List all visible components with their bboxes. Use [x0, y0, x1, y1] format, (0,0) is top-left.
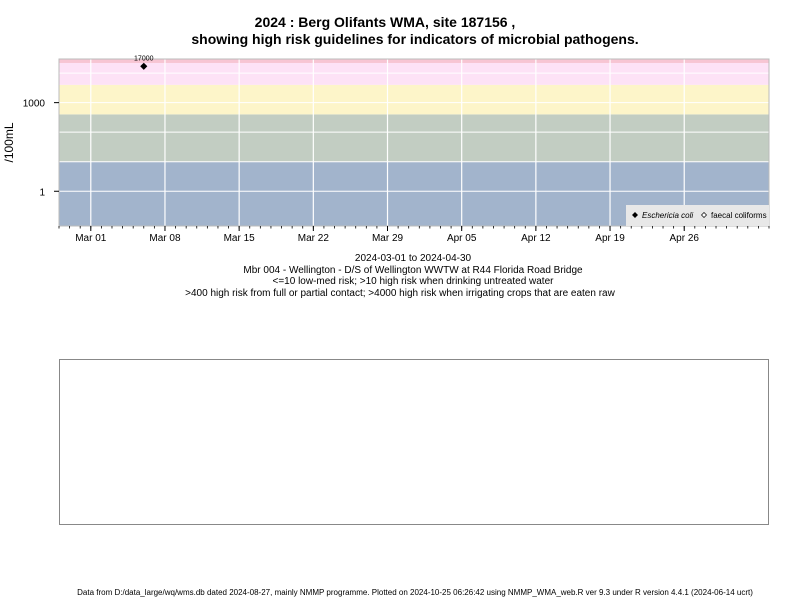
risk-band-5: [59, 59, 769, 63]
y-tick-label: 1000: [23, 99, 46, 110]
x-tick-label: Mar 15: [224, 233, 256, 244]
risk-caption-1: <=10 low-med risk; >10 high risk when dr…: [272, 276, 554, 287]
risk-band-4: [59, 62, 769, 85]
plot-frame: [58, 58, 770, 227]
x-tick-label: Mar 08: [149, 233, 181, 244]
x-tick-label: Mar 22: [298, 233, 330, 244]
station-caption: Mbr 004 - Wellington - D/S of Wellington…: [243, 264, 583, 276]
date-range-caption: 2024-03-01 to 2024-04-30: [354, 253, 472, 264]
chart-subtitle: showing high risk guidelines for indicat…: [191, 31, 639, 47]
risk-band-2: [59, 114, 769, 162]
empty-secondary-panel: [59, 359, 769, 525]
y-axis-label: /100mL: [2, 122, 16, 162]
legend-label-faecal-coliforms: faecal coliforms: [711, 211, 767, 220]
x-tick-label: Apr 05: [447, 233, 477, 244]
x-tick-label: Apr 19: [595, 233, 625, 244]
risk-caption-2: >400 high risk from full or partial cont…: [185, 287, 615, 299]
x-tick-label: Mar 29: [372, 233, 404, 244]
legend: [626, 205, 769, 226]
legend-label-ecoli: Eschericia coli: [642, 211, 694, 220]
x-tick-label: Mar 01: [75, 233, 107, 244]
data-label: 17000: [134, 55, 154, 62]
footer-note: Data from D:/data_large/wq/wms.db dated …: [77, 588, 753, 597]
risk-band-3: [59, 84, 769, 115]
data-point-ecoli: [140, 62, 148, 70]
x-tick-label: Apr 26: [669, 233, 699, 244]
y-tick-label: 1: [39, 187, 45, 198]
chart-title: 2024 : Berg Olifants WMA, site 187156 ,: [254, 14, 516, 30]
x-tick-label: Apr 12: [521, 233, 551, 244]
